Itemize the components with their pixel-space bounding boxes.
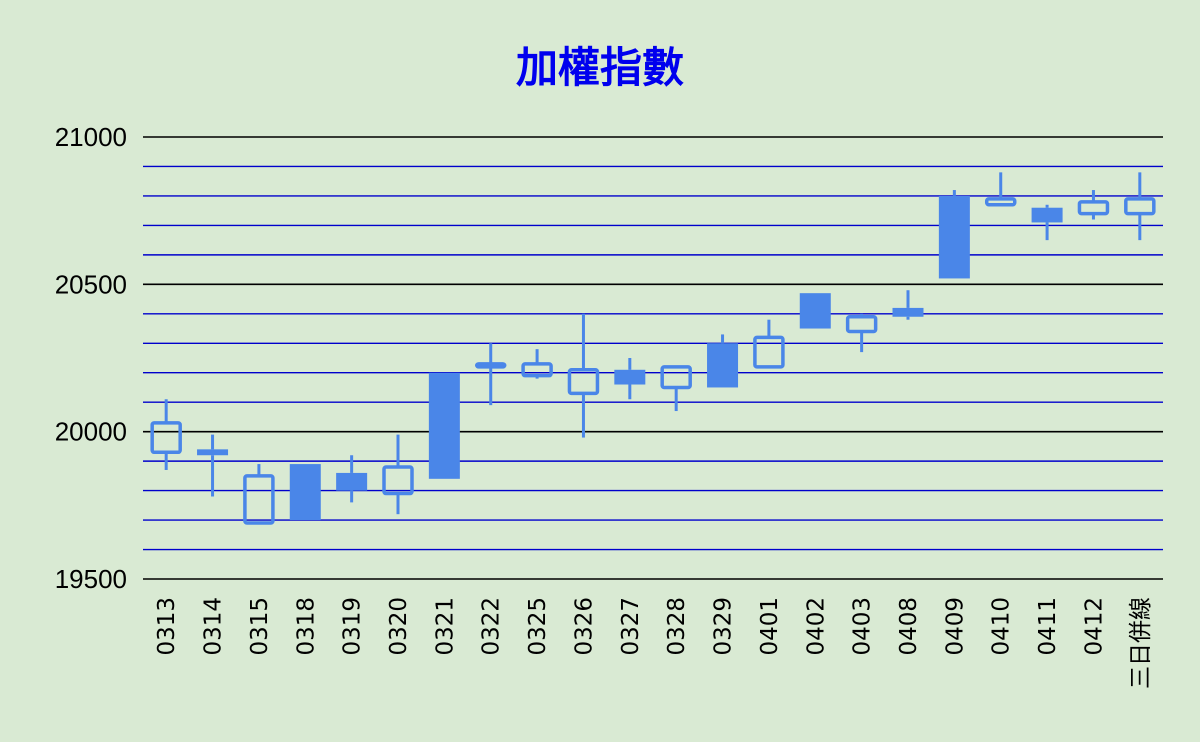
x-tick-label: 0412 xyxy=(1081,597,1107,656)
candle-body-down xyxy=(892,307,924,317)
x-tick-label: 0409 xyxy=(942,597,968,656)
y-tick-label: 20000 xyxy=(55,417,127,447)
candle-body-up xyxy=(150,421,182,455)
y-tick-label: 20500 xyxy=(55,269,127,299)
candle-body-up xyxy=(474,362,507,369)
x-tick-label: 0321 xyxy=(432,597,458,656)
candle-body-down xyxy=(614,369,646,385)
candle-body-up xyxy=(382,465,414,496)
x-tick-label: 0328 xyxy=(664,597,690,656)
x-tick-label: 0320 xyxy=(386,597,412,656)
x-tick-label: 0318 xyxy=(293,597,319,656)
candle-body-down xyxy=(707,343,739,388)
x-tick-label: 0410 xyxy=(989,597,1015,656)
candle-body-down xyxy=(799,293,831,329)
x-tick-label: 0322 xyxy=(479,597,505,656)
x-tick-label: 0327 xyxy=(618,597,644,656)
candle-body-down xyxy=(197,449,229,456)
x-tick-label: 0403 xyxy=(850,597,876,656)
candle-body-up xyxy=(243,474,275,525)
x-tick-label: 0401 xyxy=(757,597,783,656)
candle-body-down xyxy=(428,372,460,479)
candle-body-up xyxy=(521,362,553,378)
x-tick-label: 0329 xyxy=(711,597,737,656)
candle-body-down xyxy=(1031,207,1063,223)
x-tick-label: 0325 xyxy=(525,597,551,656)
candle-body-up xyxy=(1124,197,1156,216)
x-tick-label: 0313 xyxy=(154,597,180,656)
candle-body-up xyxy=(660,365,692,390)
x-tick-label: 0402 xyxy=(803,597,829,656)
candle-body-up xyxy=(753,335,785,369)
x-tick-label: 0326 xyxy=(571,597,597,656)
candle-body-down xyxy=(336,472,368,491)
candle-body-down xyxy=(938,195,970,279)
y-tick-label: 19500 xyxy=(55,564,127,594)
x-tick-label: 0314 xyxy=(201,597,227,656)
chart-title: 加權指數 xyxy=(515,43,684,92)
candle-body-up xyxy=(984,197,1017,207)
y-tick-label: 21000 xyxy=(55,122,127,152)
candle-body-up xyxy=(845,314,878,334)
x-tick-label: 0319 xyxy=(340,597,366,656)
candle-body-up xyxy=(567,368,600,396)
x-tick-label: 0411 xyxy=(1035,597,1061,656)
candle-body-down xyxy=(289,464,321,521)
x-tick-label: 0315 xyxy=(247,597,273,656)
candle-body-up xyxy=(1077,200,1110,216)
x-tick-label: 0408 xyxy=(896,597,922,656)
x-tick-label: 三日併線 xyxy=(1128,597,1154,689)
